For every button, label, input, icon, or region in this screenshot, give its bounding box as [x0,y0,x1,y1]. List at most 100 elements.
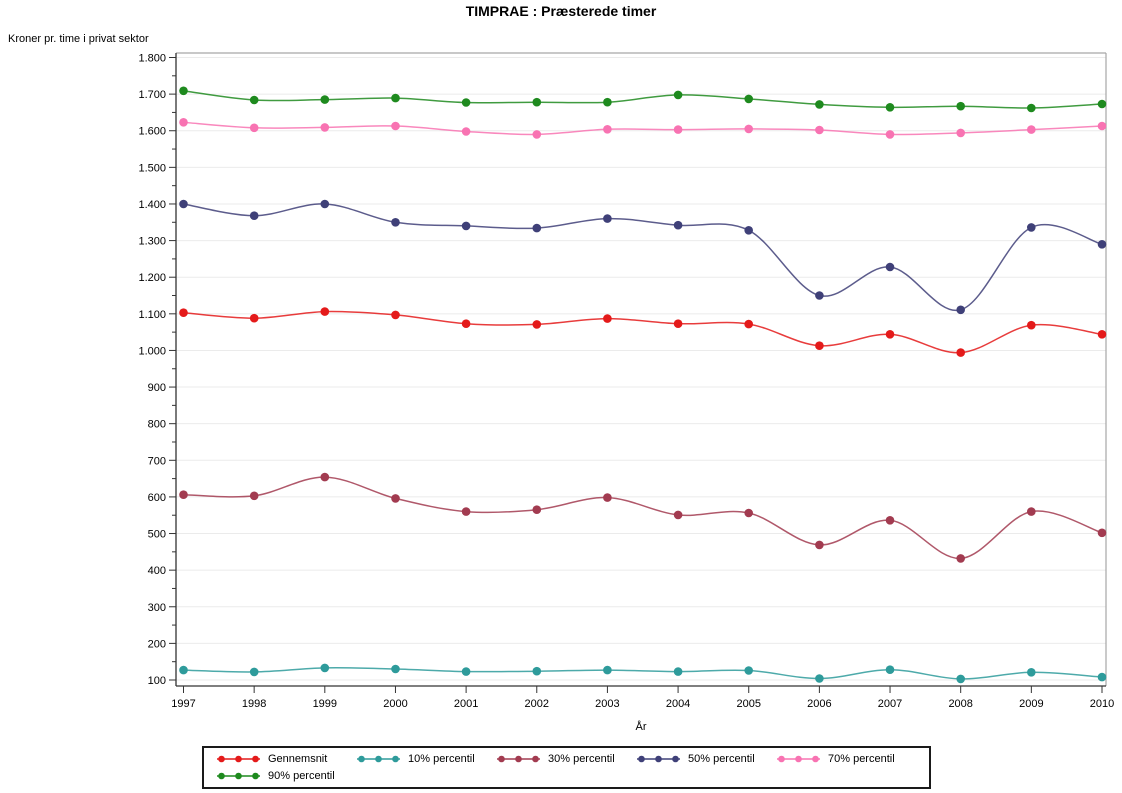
y-tick-label: 1.200 [138,272,166,284]
data-point-50-percentil [815,291,824,300]
legend-marker-icon [497,755,540,763]
data-point-10-percentil [1097,672,1107,682]
x-tick-label: 2002 [525,698,549,710]
data-point-30-percentil [461,507,471,516]
data-point-90-percentil [673,90,683,100]
series-line-90-percentil [183,90,1103,109]
data-point-10-percentil [673,667,683,676]
data-point-70-percentil [532,130,542,139]
data-point-10-percentil [532,666,542,676]
data-point-gennemsnit [956,348,965,357]
series-line-gennemsnit [183,310,1103,354]
legend-item-gennemsnit: Gennemsnit [216,751,356,767]
data-point-70-percentil [1097,121,1107,131]
x-axis: 1997 1998 1999 2000 2001 2002 2003 2004 2005 2006… [171,685,1114,733]
data-point-30-percentil [391,494,400,503]
plot-frame [176,52,1107,686]
data-point-50-percentil [532,223,542,233]
x-tick-label: 2008 [948,698,972,710]
data-point-10-percentil [744,666,753,675]
y-tick-label: 700 [148,455,166,467]
series-70-percentil [179,118,1107,139]
y-tick-label: 300 [148,602,166,614]
line-chart-canvas: 100 200 300 400 500 600 700 800 900 1.000 1.100 1.2… [138,52,1114,733]
y-tick-label: 800 [148,419,166,431]
series-gennemsnit [179,307,1107,357]
data-point-gennemsnit [179,308,188,318]
data-point-70-percentil [885,130,895,139]
x-tick-label: 2007 [878,698,902,710]
data-point-90-percentil [461,98,471,107]
y-tick-label: 1.500 [138,162,166,174]
data-point-90-percentil [815,100,824,109]
data-point-10-percentil [249,667,259,677]
series-line-10-percentil [183,667,1103,680]
series-line-30-percentil [183,476,1103,560]
data-point-30-percentil [673,510,683,520]
series-10-percentil [179,663,1107,684]
data-point-gennemsnit [815,341,824,351]
legend-label: 50% percentil [688,753,755,765]
data-point-10-percentil [179,665,188,675]
data-point-30-percentil [1097,528,1107,538]
data-point-gennemsnit [673,319,683,329]
y-tick-label: 1.300 [138,236,166,248]
data-point-10-percentil [815,674,824,683]
y-tick-label: 500 [148,529,166,541]
data-point-90-percentil [603,97,612,107]
x-tick-label: 2003 [595,698,619,710]
data-point-90-percentil [885,103,895,112]
data-point-70-percentil [673,125,683,134]
data-point-50-percentil [320,199,330,209]
data-point-10-percentil [885,665,895,674]
y-tick-label: 900 [148,382,166,394]
data-point-10-percentil [461,667,471,676]
legend-marker-icon [217,772,260,780]
data-point-90-percentil [532,97,542,107]
data-point-70-percentil [461,127,471,136]
x-axis-title: År [636,720,647,733]
data-point-gennemsnit [1027,320,1036,330]
legend-item-10-percentil: 10% percentil [356,751,496,767]
y-tick-label: 1.000 [138,345,166,357]
data-point-10-percentil [391,664,400,674]
data-point-70-percentil [320,123,330,132]
data-point-90-percentil [320,95,330,104]
x-tick-label: 1999 [313,698,337,710]
legend-item-50-percentil: 50% percentil [636,751,776,767]
data-point-90-percentil [744,94,753,104]
data-point-30-percentil [532,505,542,514]
data-point-gennemsnit [1097,330,1107,339]
series-line-70-percentil [183,121,1103,136]
data-point-10-percentil [603,665,612,675]
legend-label: 10% percentil [408,753,475,765]
legend-item-70-percentil: 70% percentil [776,751,916,767]
data-point-30-percentil [744,508,753,518]
data-point-70-percentil [1027,125,1036,134]
data-point-gennemsnit [885,330,895,339]
data-point-50-percentil [461,221,471,231]
data-point-10-percentil [320,663,330,673]
y-tick-label: 200 [148,638,166,650]
data-point-gennemsnit [249,313,259,323]
data-point-70-percentil [249,123,259,133]
data-point-70-percentil [815,125,824,135]
y-axis: 100 200 300 400 500 600 700 800 900 1.000 1.100 1.2… [138,53,177,687]
data-point-30-percentil [815,540,824,550]
y-tick-label: 1.800 [138,53,166,65]
series-90-percentil [179,86,1107,113]
data-point-90-percentil [956,101,965,111]
series-50-percentil [179,199,1107,315]
data-point-gennemsnit [532,320,542,329]
y-tick-label: 1.100 [138,309,166,321]
data-point-10-percentil [956,674,965,684]
x-tick-label: 2006 [807,698,831,710]
data-point-90-percentil [249,95,259,105]
data-point-gennemsnit [320,307,330,316]
x-tick-label: 1997 [171,698,195,710]
y-tick-label: 1.700 [138,89,166,101]
legend-marker-icon [777,755,820,763]
data-point-30-percentil [320,472,330,482]
series-30-percentil [179,472,1107,563]
